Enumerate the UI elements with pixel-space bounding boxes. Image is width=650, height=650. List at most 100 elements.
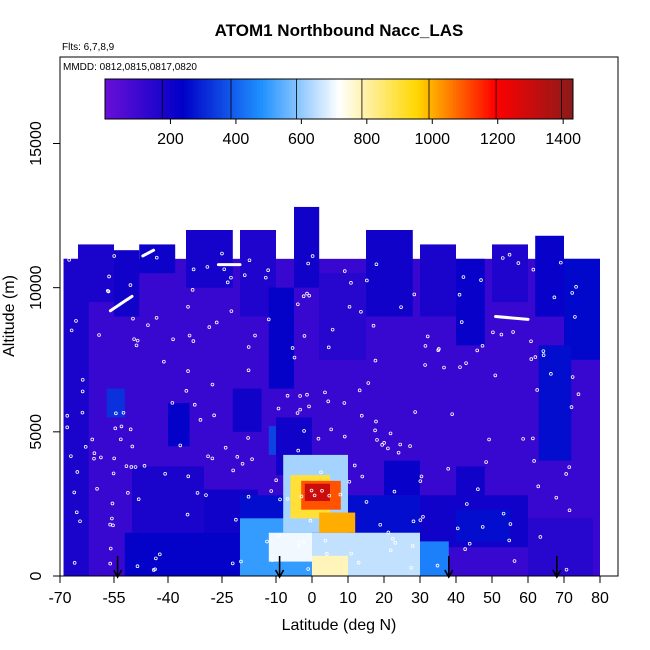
observation-point: [95, 486, 99, 491]
observation-point: [570, 375, 575, 379]
profile-arrows: [112, 556, 562, 579]
colorbar-segment: [374, 79, 378, 119]
observation-point: [371, 323, 376, 328]
heatmap-cell: [456, 466, 485, 496]
observation-point: [446, 466, 450, 471]
observation-point: [184, 389, 189, 393]
flight-track: [108, 294, 134, 313]
observation-point: [312, 493, 317, 498]
observation-point: [399, 305, 403, 309]
observation-point: [195, 491, 200, 495]
observation-point: [222, 267, 227, 272]
colorbar-tick-label: 400: [223, 131, 250, 148]
observation-point: [352, 463, 357, 468]
observation-point: [507, 252, 512, 257]
observation-point: [247, 258, 252, 263]
observation-point: [330, 327, 335, 332]
colorbar-segment: [271, 79, 276, 119]
profile-arrow-head: [274, 569, 285, 579]
colorbar-segment: [453, 79, 457, 119]
observation-point: [278, 497, 282, 502]
observation-point: [135, 338, 140, 343]
heatmap-cell: [319, 273, 366, 360]
x-tick-label: 20: [375, 590, 393, 607]
observation-point: [323, 538, 328, 543]
observation-point: [418, 479, 423, 483]
colorbar-segment: [254, 79, 258, 119]
observation-point: [69, 328, 74, 333]
observation-point: [198, 418, 203, 422]
observation-point: [386, 446, 390, 451]
colorbar-segment: [368, 79, 372, 119]
colorbar-segment: [262, 79, 267, 119]
colorbar-segment: [552, 79, 556, 119]
observation-point: [153, 567, 157, 572]
colorbar-segment: [289, 79, 293, 119]
observation-point: [567, 508, 572, 513]
colorbar-segment: [107, 79, 112, 119]
observation-point: [80, 410, 85, 415]
colorbar-segment: [438, 79, 442, 119]
x-tick-label: -25: [210, 590, 233, 607]
colorbar-segment: [172, 79, 176, 119]
flight-track: [141, 248, 156, 258]
observation-point: [108, 561, 112, 566]
colorbar: 200 400 600 800 1000 1200 1400: [104, 78, 581, 148]
colorbar-segment: [222, 79, 226, 119]
colorbar-segment: [186, 79, 191, 119]
colorbar-segment: [137, 79, 141, 119]
observation-point: [357, 388, 362, 393]
observation-point: [576, 392, 581, 397]
observation-point: [319, 470, 323, 475]
colorbar-segment: [122, 79, 126, 119]
colorbar-segment: [274, 79, 279, 119]
colorbar-segment: [204, 79, 208, 119]
colorbar-segment: [514, 79, 518, 119]
colorbar-segment: [324, 79, 328, 119]
observation-point: [347, 304, 352, 309]
colorbar-segment: [192, 79, 197, 119]
observation-point: [114, 411, 118, 416]
observation-point: [533, 355, 538, 359]
observation-point: [305, 291, 309, 296]
colorbar-tick-label: 1400: [545, 131, 581, 148]
colorbar-segment: [339, 79, 343, 119]
observation-point: [573, 315, 577, 319]
observation-point: [231, 468, 235, 473]
observation-point: [373, 358, 378, 363]
colorbar-segment: [213, 79, 217, 119]
colorbar-segment: [412, 79, 416, 119]
colorbar-segment: [385, 79, 390, 119]
observation-point: [458, 365, 462, 369]
observation-point: [342, 269, 347, 273]
colorbar-segment: [420, 79, 425, 119]
observation-points: [65, 248, 581, 572]
observation-point: [162, 359, 166, 364]
observation-point: [307, 293, 312, 298]
heatmap-cell: [319, 512, 356, 533]
observation-point: [457, 292, 462, 297]
observation-point: [178, 443, 183, 448]
observation-point: [386, 530, 391, 535]
x-tick-label: -10: [264, 590, 287, 607]
observation-point: [476, 487, 480, 491]
colorbar-segment: [511, 79, 515, 119]
colorbar-segment: [157, 79, 162, 119]
heatmap-cell: [106, 388, 125, 418]
observation-point: [450, 412, 454, 416]
observation-point: [463, 547, 467, 551]
colorbar-segment: [224, 79, 229, 119]
observation-point: [121, 410, 126, 415]
observation-point: [296, 302, 300, 307]
colorbar-segment: [450, 79, 454, 119]
observation-point: [461, 275, 466, 279]
observation-point: [531, 267, 536, 272]
observation-point: [69, 454, 73, 458]
observation-point: [538, 535, 543, 539]
colorbar-segment: [143, 79, 147, 119]
observation-point: [205, 265, 210, 269]
heatmap-cell: [366, 230, 413, 317]
observation-point: [142, 464, 147, 468]
colorbar-segment: [447, 79, 451, 119]
observation-point: [516, 261, 521, 265]
